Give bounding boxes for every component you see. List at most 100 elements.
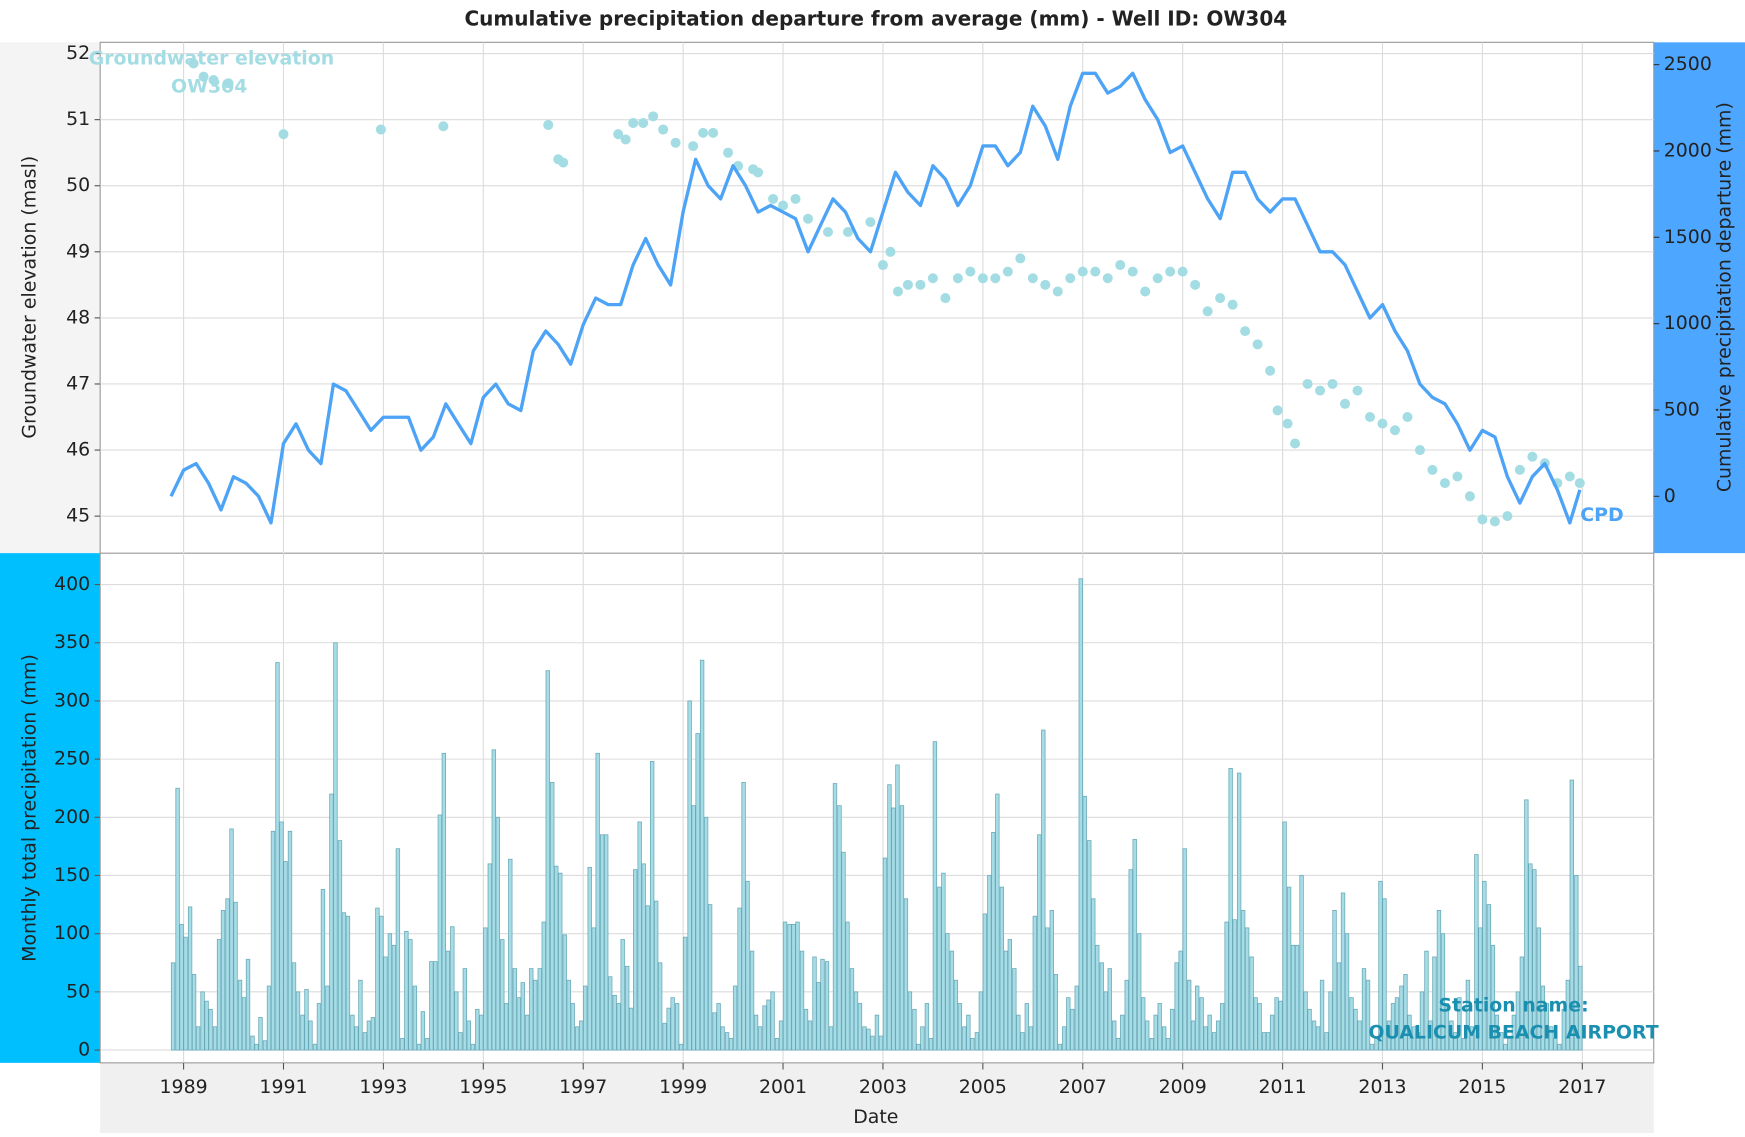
point [803, 213, 814, 224]
x-tick-label: 1999 [659, 1076, 707, 1098]
y-tick-label: 49 [66, 240, 90, 262]
bar [366, 1020, 372, 1051]
point [1165, 266, 1176, 277]
y2-tick-label: 0 [1664, 485, 1676, 507]
point [965, 266, 976, 277]
bar [1536, 927, 1542, 1051]
bar [828, 1026, 834, 1051]
bar [737, 907, 742, 1051]
point [1489, 516, 1500, 527]
bar [1299, 875, 1304, 1051]
bar [653, 900, 659, 1051]
x-tick-label: 2003 [859, 1076, 907, 1098]
bar [1328, 991, 1333, 1051]
bar [1028, 1026, 1033, 1051]
bar [254, 1043, 259, 1051]
bar [1369, 1043, 1375, 1051]
bar [1194, 985, 1200, 1051]
bar [1145, 1020, 1150, 1051]
bar [1137, 933, 1142, 1051]
bar [1332, 910, 1337, 1051]
bar [1269, 1014, 1275, 1051]
bar [358, 979, 363, 1051]
bar [433, 961, 438, 1051]
bar [1032, 915, 1037, 1051]
point [223, 78, 234, 89]
y-axis-label: Groundwater elevation (masl) [19, 156, 41, 439]
right-axis-panel [1653, 42, 1745, 554]
bar [1403, 974, 1408, 1051]
bar [741, 782, 746, 1051]
bar [1469, 1026, 1475, 1051]
bar [1557, 1043, 1562, 1051]
bar [1494, 1014, 1500, 1051]
x-tick-label: 2017 [1558, 1076, 1606, 1098]
bar [562, 934, 567, 1051]
point [613, 129, 624, 140]
bar [345, 915, 351, 1051]
bar [483, 927, 488, 1051]
point [1240, 326, 1251, 337]
y-tick-label: 350 [54, 631, 90, 653]
bar [504, 1003, 509, 1051]
y-tick-label: 48 [66, 306, 90, 328]
bar [566, 979, 571, 1051]
bar [337, 840, 343, 1051]
bar [541, 921, 546, 1051]
bar [1249, 956, 1254, 1051]
point [1115, 260, 1126, 271]
bar [803, 1008, 809, 1051]
bar [1382, 898, 1387, 1051]
bar [1365, 979, 1371, 1051]
bar [1532, 869, 1537, 1051]
bar [678, 1043, 684, 1051]
y-tick-label: 250 [54, 748, 90, 770]
bar [966, 1014, 971, 1051]
bar [225, 898, 230, 1051]
bar [895, 764, 900, 1051]
bar [878, 1035, 884, 1051]
bar [179, 923, 184, 1051]
bar [508, 858, 513, 1051]
bar [1087, 840, 1092, 1051]
bar [554, 865, 559, 1051]
bar [903, 898, 909, 1051]
point [1002, 266, 1013, 277]
point [1090, 266, 1101, 277]
bar [625, 965, 630, 1051]
point [1389, 425, 1400, 436]
bar [766, 999, 771, 1051]
bar [416, 1043, 422, 1051]
point [940, 293, 951, 304]
bar [195, 1026, 201, 1051]
bar [662, 1022, 667, 1051]
bar [674, 1003, 680, 1051]
bar [412, 985, 418, 1051]
point [753, 167, 764, 178]
bar [1070, 1008, 1075, 1051]
bar [1207, 1014, 1212, 1051]
bar [1016, 1014, 1021, 1051]
point [1272, 405, 1283, 416]
bar [1170, 1008, 1175, 1051]
point [688, 141, 699, 152]
point [1452, 471, 1463, 482]
bar [1415, 1032, 1421, 1051]
y-tick-label: 51 [66, 108, 90, 130]
bar [404, 930, 409, 1051]
bar [937, 886, 942, 1051]
y-tick-label: 45 [66, 505, 90, 527]
bar [383, 956, 388, 1051]
bar [1528, 863, 1533, 1051]
x-tick-label: 1995 [459, 1076, 507, 1098]
x-tick-label: 1993 [359, 1076, 407, 1098]
bar [1374, 1038, 1379, 1051]
point [915, 279, 926, 290]
bar [1307, 1008, 1312, 1051]
bar [187, 906, 193, 1051]
bar [728, 1038, 734, 1051]
bar [1353, 1008, 1358, 1051]
x-axis-panel [100, 1062, 1654, 1133]
bar [1324, 1032, 1329, 1051]
